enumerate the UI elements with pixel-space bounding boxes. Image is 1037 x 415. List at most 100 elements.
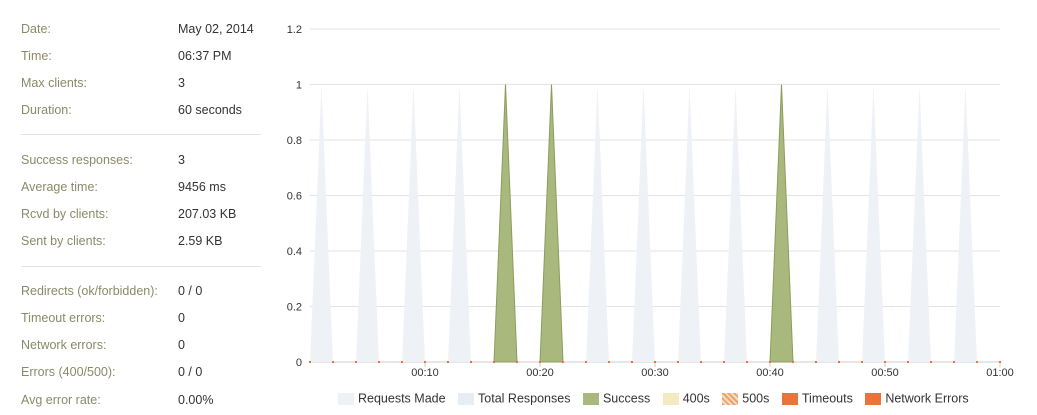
stat-label: Timeout errors: — [21, 311, 106, 325]
timeout-point — [976, 361, 978, 363]
success-spike — [539, 84, 564, 363]
stat-value: May 02, 2014 — [178, 22, 254, 36]
stat-value: 0 — [178, 311, 185, 325]
requests-made-spike — [908, 84, 931, 362]
stat-value: 0 — [178, 338, 185, 352]
timeout-point — [700, 361, 702, 363]
stat-value: 0 / 0 — [178, 284, 203, 298]
legend-item-network-errors[interactable]: Network Errors — [865, 391, 969, 407]
timeout-point — [631, 361, 633, 363]
stat-label: Network errors: — [21, 338, 107, 352]
stat-value: 3 — [178, 76, 185, 90]
stat-errors-400-500: Errors (400/500): 0 / 0 — [21, 364, 261, 380]
stat-average-time: Average time: 9456 ms — [21, 179, 261, 195]
timeout-point — [608, 361, 610, 363]
stat-value: 0.00% — [178, 393, 214, 407]
y-tick-label: 1.2 — [287, 24, 302, 36]
requests-made-spike — [586, 84, 609, 362]
stat-success-responses: Success responses: 3 — [21, 152, 261, 168]
stat-label: Max clients: — [21, 76, 87, 90]
stat-label: Rcvd by clients: — [21, 207, 109, 221]
x-tick-label: 00:40 — [756, 367, 784, 379]
requests-made-spike — [862, 84, 885, 362]
stat-label: Duration: — [21, 103, 72, 117]
timeout-point — [953, 361, 955, 363]
legend-item-total-responses[interactable]: Total Responses — [458, 391, 570, 406]
x-tick-label: 00:20 — [526, 367, 554, 379]
timeout-point — [769, 361, 771, 363]
requests-made-spike — [448, 84, 471, 362]
legend-label: Total Responses — [478, 392, 571, 407]
requests-made-spike — [356, 84, 379, 362]
x-tick-label: 00:30 — [641, 367, 669, 379]
legend-label: Timeouts — [801, 392, 853, 407]
stat-value: 207.03 KB — [178, 207, 237, 221]
stat-label: Errors (400/500): — [21, 365, 116, 379]
stat-time: Time: 06:37 PM — [21, 48, 261, 64]
legend-swatch — [865, 393, 882, 406]
stat-value: 60 seconds — [178, 103, 242, 117]
stat-duration: Duration: 60 seconds — [21, 102, 261, 118]
stat-value: 2.59 KB — [178, 234, 223, 248]
timeout-point — [447, 361, 449, 363]
legend-swatch — [722, 393, 739, 406]
y-tick-label: 0.6 — [287, 191, 302, 203]
legend-item-500s[interactable]: 500s — [722, 391, 769, 406]
legend-label: Requests Made — [358, 392, 446, 407]
legend-label: 400s — [682, 392, 710, 407]
timeout-point — [930, 361, 932, 363]
timeout-point — [470, 361, 472, 363]
stat-label: Average time: — [21, 180, 98, 194]
stat-timeout-errors: Timeout errors: 0 — [21, 310, 261, 326]
stat-value: 9456 ms — [178, 180, 226, 194]
legend-swatch — [458, 393, 475, 406]
legend-label: Success — [602, 392, 651, 407]
timeout-point — [677, 361, 679, 363]
chart-legend: Requests Made Total Responses Success 40… — [338, 391, 978, 407]
legend-label: Network Errors — [885, 392, 969, 407]
legend-label: 500s — [742, 392, 770, 407]
responses-chart: 0 0.2 0.4 0.6 0.8 1 1.2 00:10 00:20 00:30 00:40 00:… — [287, 24, 1014, 379]
timeout-point — [723, 361, 725, 363]
timeout-point — [309, 361, 311, 363]
timeout-point — [585, 361, 587, 363]
legend-item-requests-made[interactable]: Requests Made — [338, 391, 446, 406]
stat-date: Date: May 02, 2014 — [21, 21, 261, 37]
stat-value: 06:37 PM — [178, 49, 232, 63]
requests-made-spike — [632, 84, 655, 362]
requests-made-spike — [816, 84, 839, 362]
legend-item-timeouts[interactable]: Timeouts — [781, 391, 853, 407]
stat-label: Sent by clients: — [21, 234, 106, 248]
legend-item-400s[interactable]: 400s — [662, 391, 710, 407]
stat-network-errors: Network errors: 0 — [21, 337, 261, 353]
x-tick-label: 01:00 — [986, 367, 1014, 379]
stat-label: Success responses: — [21, 153, 133, 167]
timeout-point — [907, 361, 909, 363]
stat-value: 3 — [178, 153, 185, 167]
y-tick-label: 0 — [296, 357, 302, 369]
stat-avg-error-rate: Avg error rate: 0.00% — [21, 392, 261, 408]
stat-label: Date: — [21, 22, 51, 36]
x-tick-label: 00:50 — [871, 367, 899, 379]
legend-item-success[interactable]: Success — [582, 391, 651, 407]
y-tick-label: 0.4 — [287, 246, 302, 258]
stat-sent-by-clients: Sent by clients: 2.59 KB — [21, 233, 261, 249]
timeout-point — [424, 361, 426, 363]
timeout-point — [884, 361, 886, 363]
requests-made-spike — [954, 84, 977, 362]
timeout-point — [539, 361, 541, 363]
timeout-point — [332, 361, 334, 363]
stat-label: Avg error rate: — [21, 393, 101, 407]
requests-made-spike — [678, 84, 701, 362]
stat-max-clients: Max clients: 3 — [21, 75, 261, 91]
stats-divider — [21, 266, 261, 267]
timeout-point — [355, 361, 357, 363]
timeout-point — [792, 361, 794, 363]
timeout-point — [999, 361, 1001, 363]
x-tick-label: 00:10 — [411, 367, 439, 379]
requests-made-spike — [724, 84, 747, 362]
stat-label: Redirects (ok/forbidden): — [21, 284, 158, 298]
timeout-point — [861, 361, 863, 363]
timeout-point — [838, 361, 840, 363]
success-spike — [493, 84, 518, 363]
